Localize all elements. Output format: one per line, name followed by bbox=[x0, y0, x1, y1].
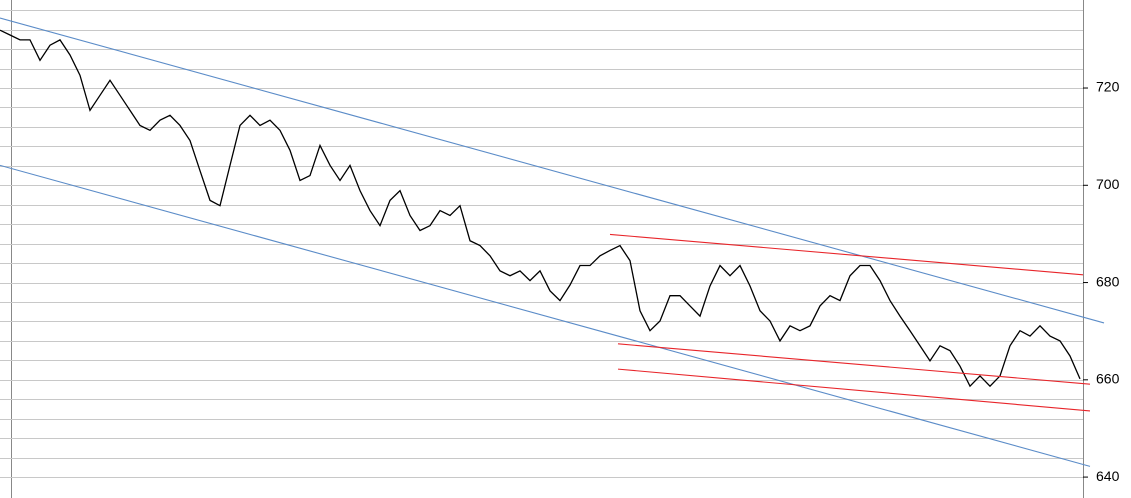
y-tick-label: 720 bbox=[1096, 79, 1120, 95]
trend-line bbox=[617, 343, 1091, 385]
trend-line bbox=[0, 164, 1091, 467]
y-tick-label: 700 bbox=[1096, 176, 1120, 192]
y-tick-label: 640 bbox=[1096, 468, 1120, 484]
price-line bbox=[0, 29, 1081, 388]
trend-line bbox=[0, 17, 1105, 324]
trend-line bbox=[617, 368, 1091, 412]
trend-line bbox=[609, 233, 1084, 276]
y-tick-label: 680 bbox=[1096, 273, 1120, 289]
y-tick-label: 660 bbox=[1096, 371, 1120, 387]
